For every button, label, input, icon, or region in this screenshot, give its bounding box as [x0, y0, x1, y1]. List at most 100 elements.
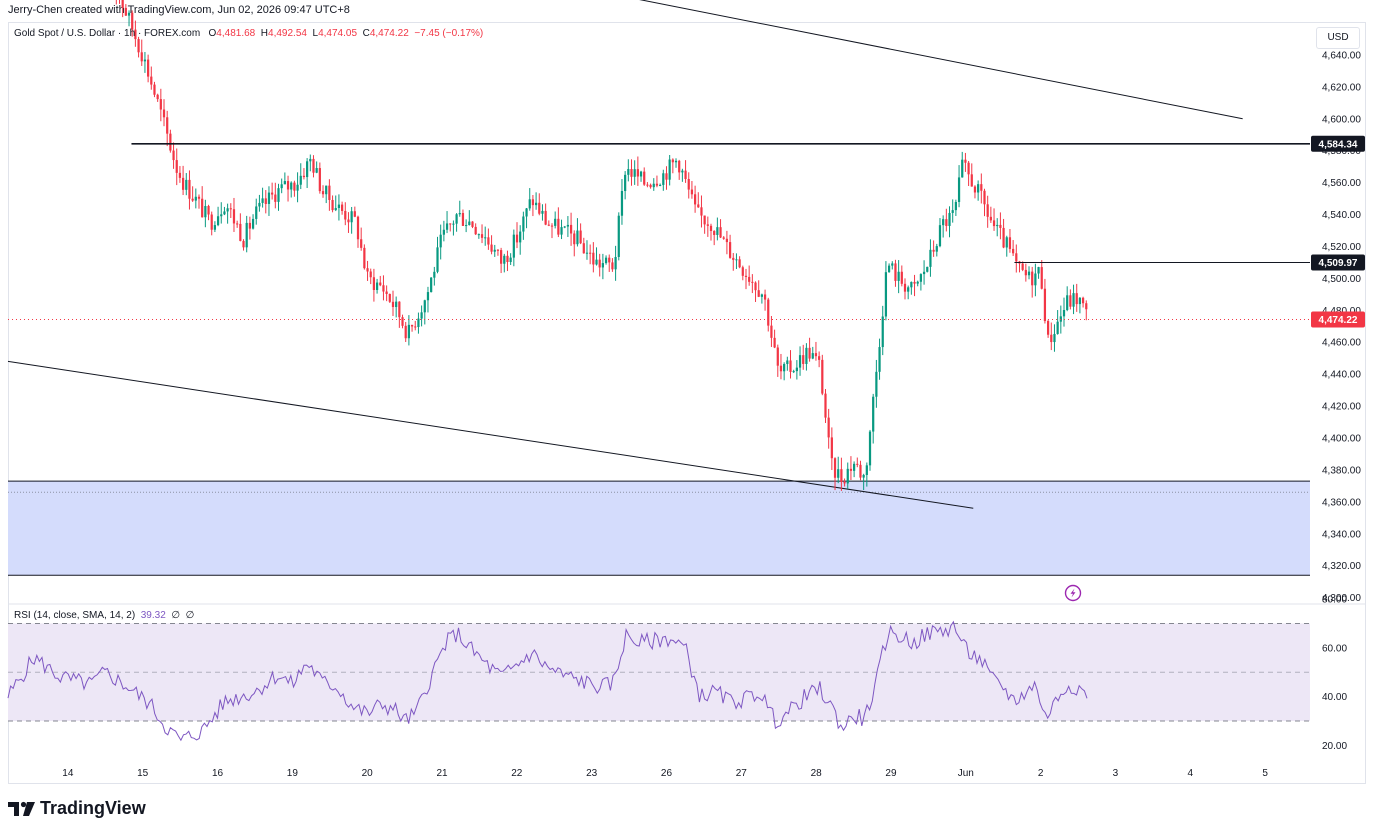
lower-channel-trend-line	[7, 360, 974, 509]
candle-body	[830, 437, 833, 459]
rsi-tick-label: 60.00	[1322, 643, 1347, 654]
candle-body	[271, 192, 274, 195]
candle-body	[1050, 334, 1053, 343]
candle-body	[617, 215, 620, 257]
candle-body	[725, 238, 729, 243]
candle-body	[147, 59, 150, 77]
candle-body	[662, 173, 665, 185]
candle-body	[223, 211, 226, 215]
candle-body	[480, 234, 484, 238]
candle-body	[910, 281, 913, 288]
candle-body	[153, 84, 156, 95]
candle-body	[595, 259, 598, 265]
candle-body	[178, 172, 182, 178]
candle-body	[296, 184, 299, 191]
alert-bolt-icon[interactable]	[1064, 584, 1082, 602]
candle-body	[783, 363, 786, 372]
candle-body	[585, 252, 589, 254]
candle-body	[455, 214, 458, 224]
candle-body	[741, 267, 744, 276]
candle-body	[544, 210, 547, 225]
candle-body	[900, 271, 903, 284]
time-tick-label: 27	[736, 768, 748, 779]
price-tick-label: 4,460.00	[1322, 338, 1361, 349]
close-value: 4,474.22	[369, 28, 409, 39]
candle-body	[935, 246, 938, 252]
currency-button[interactable]: USD	[1316, 27, 1360, 49]
candle-body	[719, 227, 722, 238]
candle-body	[471, 221, 474, 227]
time-tick-label: 21	[436, 768, 448, 779]
candle-body	[484, 237, 487, 239]
candle-body	[659, 184, 662, 186]
candle-body	[732, 257, 735, 260]
candle-body	[528, 199, 531, 209]
support-zone	[8, 481, 1310, 576]
candle-body	[655, 183, 659, 186]
rsi-tick-label: 40.00	[1322, 692, 1347, 703]
candle-body	[245, 222, 248, 248]
rsi-tick-label: 20.00	[1322, 741, 1347, 752]
time-tick-label: 15	[137, 768, 149, 779]
candle-body	[557, 218, 560, 235]
candle-body	[449, 223, 452, 225]
candle-body	[592, 252, 595, 265]
candle-body	[907, 287, 910, 292]
candle-body	[1056, 321, 1059, 334]
price-tick-label: 4,420.00	[1322, 402, 1361, 413]
candle-body	[248, 222, 251, 229]
candle-body	[630, 169, 633, 177]
candle-body	[204, 206, 207, 218]
candle-body	[360, 239, 363, 248]
candle-body	[430, 277, 433, 293]
price-tick-label: 4,300.00	[1322, 593, 1361, 604]
candle-body	[1024, 269, 1027, 276]
brand-logo[interactable]: TradingView	[8, 798, 146, 819]
high-value: 4,492.54	[268, 28, 307, 39]
candle-body	[1012, 248, 1015, 254]
candle-body	[703, 215, 706, 225]
candle-body	[220, 214, 223, 217]
candle-body	[347, 219, 350, 223]
low-key: L	[312, 28, 319, 39]
time-tick-label: 29	[885, 768, 897, 779]
candle-body	[999, 224, 1002, 228]
candle-body	[652, 183, 655, 188]
candle-body	[188, 179, 191, 199]
symbol-name: Gold Spot / U.S. Dollar · 1h · FOREX.com	[14, 28, 201, 39]
candle-body	[973, 186, 977, 193]
candle-body	[878, 347, 881, 372]
candle-body	[172, 150, 175, 161]
time-tick-label: 22	[511, 768, 523, 779]
candle-body	[744, 275, 748, 277]
candle-body	[620, 191, 624, 216]
candle-body	[916, 281, 919, 284]
candle-body	[274, 194, 277, 202]
candle-body	[722, 237, 725, 239]
candle-body	[735, 259, 738, 261]
candle-body	[1075, 293, 1078, 305]
candle-body	[748, 276, 751, 282]
candle-body	[992, 220, 996, 227]
candle-body	[646, 184, 649, 186]
candle-body	[531, 199, 535, 206]
candle-body	[636, 169, 639, 177]
candle-body	[137, 39, 140, 53]
candle-body	[980, 184, 983, 191]
candle-body	[331, 199, 334, 211]
price-tick-label: 4,560.00	[1322, 178, 1361, 189]
candle-body	[372, 277, 376, 290]
candle-body	[398, 301, 401, 318]
candle-body	[922, 271, 926, 275]
candle-body	[693, 194, 697, 205]
candle-body	[216, 216, 220, 226]
candle-body	[525, 208, 528, 217]
candle-body	[423, 300, 426, 313]
candle-body	[1072, 293, 1075, 307]
candle-body	[938, 225, 942, 247]
candle-body	[366, 268, 369, 272]
rsi-empty-2: ∅	[185, 610, 195, 621]
candle-body	[563, 226, 566, 228]
candle-body	[977, 184, 980, 193]
